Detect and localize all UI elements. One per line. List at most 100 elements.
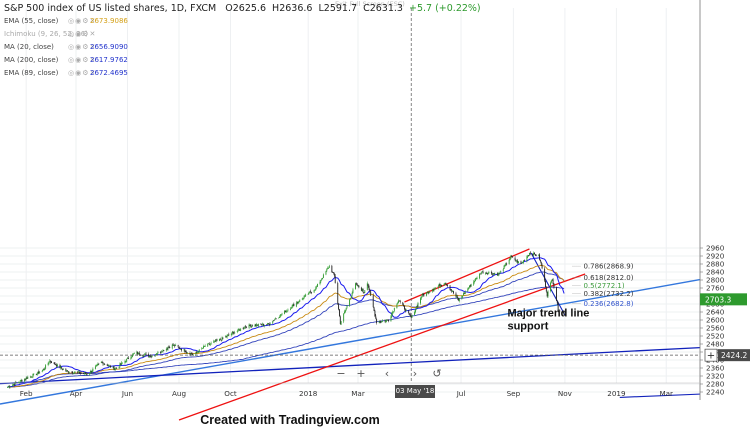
candle-body — [191, 353, 193, 355]
time-tick-label: Mar — [351, 389, 365, 398]
candle-body — [509, 258, 511, 261]
candle-body — [512, 256, 513, 258]
candle-body — [266, 324, 268, 326]
candle-body — [222, 337, 224, 339]
candle-body — [322, 274, 324, 278]
candle-body — [556, 300, 558, 304]
candle-body — [195, 351, 197, 355]
candle-body — [174, 345, 176, 347]
candle-body — [255, 324, 257, 326]
candle-body — [18, 382, 20, 383]
exit-fullscreen-link[interactable]: Exit Full Screen (ESC) — [335, 0, 405, 8]
candle-body — [404, 306, 405, 310]
candle-body — [457, 296, 459, 299]
candle-body — [279, 316, 280, 318]
candle-body — [225, 336, 226, 338]
candle-body — [443, 283, 445, 286]
candle-body — [551, 279, 553, 281]
change-value: +5.7 (+0.22%) — [409, 3, 481, 14]
candle-body — [514, 257, 516, 261]
scroll-right-icon[interactable]: › — [412, 367, 418, 380]
candle-body — [393, 307, 395, 311]
candle-body — [431, 289, 433, 292]
indicator-name: MA (20, close) — [4, 43, 54, 51]
candle-body — [411, 315, 413, 318]
scroll-left-icon[interactable]: ‹ — [384, 367, 390, 380]
candle-body — [409, 313, 410, 315]
candle-body — [204, 346, 206, 347]
candle-body — [13, 384, 14, 386]
zoom-out-icon[interactable]: − — [336, 367, 346, 380]
candle-body — [469, 285, 470, 288]
price-tick-label: 2600 — [706, 316, 725, 325]
candle-body — [393, 311, 394, 313]
candle-body — [262, 324, 264, 326]
annotation-text: support — [507, 320, 548, 332]
candle-body — [184, 349, 186, 353]
zoom-in-icon[interactable]: + — [356, 367, 366, 380]
indicator-legend-row[interactable]: Ichimoku (9, 26, 52, 26)◎◉⚙✕ — [4, 30, 97, 38]
indicator-controls-icon[interactable]: ◎◉⚙✕ — [68, 69, 97, 77]
candle-body — [268, 324, 270, 325]
candle-body — [151, 355, 153, 358]
candle-body — [14, 382, 16, 385]
indicator-legend-row[interactable]: EMA (89, close) ◎◉⚙✕2672.4695 — [4, 69, 128, 77]
candle-body — [163, 350, 165, 352]
candle-body — [178, 347, 180, 349]
price-axis[interactable]: 2240228023202360240024402480252025602600… — [699, 0, 750, 400]
candle-body — [325, 271, 327, 275]
indicator-legend-row[interactable]: MA (200, close) ◎◉⚙✕2617.9762 — [4, 56, 128, 64]
candle-body — [197, 352, 199, 354]
indicator-controls-icon[interactable]: ◎◉⚙✕ — [68, 43, 97, 51]
price-tick-label: 2320 — [706, 372, 725, 381]
candle-body — [346, 305, 348, 308]
candle-body — [369, 289, 371, 292]
candle-body — [219, 338, 220, 341]
indicator-controls-icon[interactable]: ◎◉⚙✕ — [68, 17, 97, 25]
candle-body — [238, 329, 240, 331]
indicator-controls-icon[interactable]: ◎◉⚙✕ — [68, 56, 97, 64]
candle-body — [260, 323, 262, 325]
candle-body — [60, 366, 62, 369]
candle-body — [376, 318, 378, 323]
candle-body — [12, 384, 14, 387]
symbol-title[interactable]: S&P 500 index of US listed shares, 1D, F… — [4, 3, 217, 14]
candle-body — [475, 277, 477, 279]
candle-body — [20, 380, 22, 381]
candle-body — [8, 386, 10, 388]
price-tick-label: 2360 — [706, 364, 725, 373]
candle-body — [180, 349, 182, 350]
candle-body — [148, 354, 150, 357]
candle-body — [138, 352, 139, 355]
indicator-controls-icon[interactable]: ◎◉⚙✕ — [68, 30, 97, 38]
candle-body — [31, 376, 33, 378]
ema-89-line — [7, 271, 565, 388]
candle-body — [257, 323, 259, 327]
candle-body — [120, 363, 122, 365]
candle-body — [231, 332, 233, 335]
time-axis[interactable]: Feb Apr Jun Aug Oct 2018 Mar Jul Sep Nov 2019 Mar — [0, 382, 700, 398]
candle-body — [523, 260, 524, 263]
reset-chart-icon[interactable]: ↺ — [432, 367, 442, 380]
indicator-legend-row[interactable]: MA (20, close) ◎◉⚙✕2656.9090 — [4, 43, 128, 51]
chart-header: S&P 500 index of US listed shares, 1D, F… — [4, 3, 481, 14]
candle-body — [18, 382, 20, 383]
candle-body — [214, 340, 215, 342]
candle-body — [387, 319, 389, 322]
candle-body — [290, 307, 292, 309]
candle-body — [532, 254, 534, 256]
candle-body — [474, 278, 476, 281]
candle-body — [427, 292, 429, 294]
ema-55-line — [7, 265, 565, 388]
candle-body — [233, 332, 235, 334]
candle-body — [209, 343, 211, 345]
candle-body — [409, 314, 411, 317]
candle-body — [474, 281, 475, 283]
candle-body — [121, 362, 123, 365]
candle-body — [91, 370, 93, 373]
candle-body — [150, 356, 152, 358]
indicator-legend-row[interactable]: EMA (55, close) ◎◉⚙✕2673.9086 — [4, 17, 128, 25]
candle-body — [396, 304, 398, 309]
